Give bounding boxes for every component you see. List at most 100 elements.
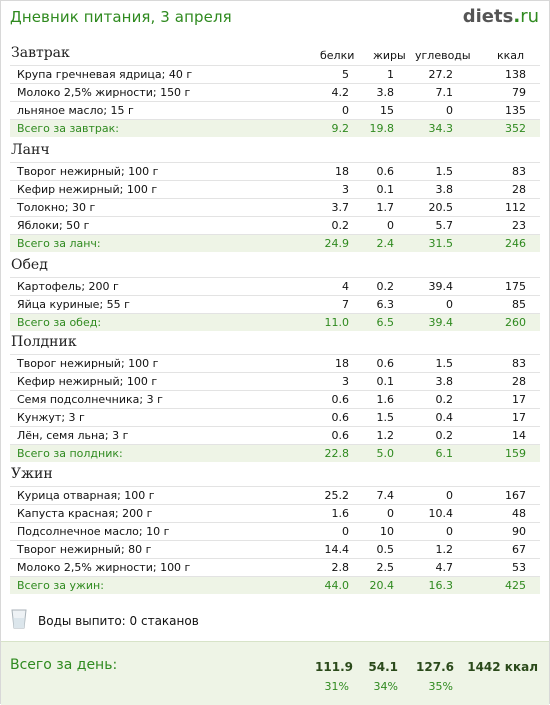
logo-tld: ru — [520, 6, 539, 27]
fat-value: 0 — [387, 219, 394, 232]
meal-total-row: Всего за завтрак: 9.2 19.8 34.3 352 — [10, 119, 540, 137]
kcal-value: 167 — [505, 489, 526, 502]
carbs-value: 3.8 — [435, 375, 454, 388]
day-total-kcal: 1442 ккал — [467, 660, 538, 674]
fat-value: 1 — [387, 68, 394, 81]
water-glass-icon[interactable] — [11, 609, 27, 629]
fat-value: 0.6 — [376, 165, 395, 178]
carbs-value: 0 — [446, 525, 453, 538]
carbs-value: 39.4 — [428, 316, 454, 329]
column-header-protein: белки — [320, 49, 355, 62]
protein-value: 9.2 — [331, 122, 350, 135]
fat-value: 6.5 — [376, 316, 395, 329]
day-fat-percent: 34% — [373, 680, 398, 693]
day-total-fat: 54.1 — [368, 660, 398, 674]
food-row[interactable]: Молоко 2,5% жирности; 100 г 2.8 2.5 4.7 53 — [10, 558, 540, 576]
meal-total-label: Всего за завтрак: — [17, 122, 120, 135]
food-row[interactable]: Курица отварная; 100 г 25.2 7.4 0 167 — [10, 486, 540, 504]
protein-value: 0 — [342, 104, 349, 117]
meal-title: Ланч — [11, 142, 50, 158]
kcal-value: 48 — [512, 507, 526, 520]
food-name: Яблоки; 50 г — [17, 219, 90, 232]
food-row[interactable]: Яйца куриные; 55 г 7 6.3 0 85 — [10, 295, 540, 313]
food-row[interactable]: Творог нежирный; 100 г 18 0.6 1.5 83 — [10, 354, 540, 372]
carbs-value: 10.4 — [428, 507, 454, 520]
kcal-value: 53 — [512, 561, 526, 574]
meal-total-label: Всего за ужин: — [17, 579, 104, 592]
kcal-value: 67 — [512, 543, 526, 556]
fat-value: 2.5 — [376, 561, 395, 574]
protein-value: 3 — [342, 183, 349, 196]
kcal-value: 79 — [512, 86, 526, 99]
food-name: Курица отварная; 100 г — [17, 489, 155, 502]
food-row[interactable]: Яблоки; 50 г 0.2 0 5.7 23 — [10, 216, 540, 234]
food-row[interactable]: льняное масло; 15 г 0 15 0 135 — [10, 101, 540, 119]
kcal-value: 83 — [512, 165, 526, 178]
food-name: льняное масло; 15 г — [17, 104, 134, 117]
food-row[interactable]: Молоко 2,5% жирности; 150 г 4.2 3.8 7.1 79 — [10, 83, 540, 101]
protein-value: 5 — [342, 68, 349, 81]
logo-main: diets — [462, 6, 514, 27]
meal-title: Завтрак — [11, 45, 70, 61]
food-row[interactable]: Семя подсолнечника; 3 г 0.6 1.6 0.2 17 — [10, 390, 540, 408]
fat-value: 19.8 — [369, 122, 395, 135]
protein-value: 7 — [342, 298, 349, 311]
fat-value: 0 — [387, 507, 394, 520]
meal-title: Ужин — [11, 466, 53, 482]
food-name: Молоко 2,5% жирности; 150 г — [17, 86, 191, 99]
food-row[interactable]: Картофель; 200 г 4 0.2 39.4 175 — [10, 277, 540, 295]
protein-value: 0 — [342, 525, 349, 538]
food-row[interactable]: Творог нежирный; 100 г 18 0.6 1.5 83 — [10, 162, 540, 180]
protein-value: 18 — [335, 357, 349, 370]
protein-value: 2.8 — [331, 561, 350, 574]
food-row[interactable]: Творог нежирный; 80 г 14.4 0.5 1.2 67 — [10, 540, 540, 558]
food-name: Лён, семя льна; 3 г — [17, 429, 129, 442]
food-row[interactable]: Подсолнечное масло; 10 г 0 10 0 90 — [10, 522, 540, 540]
column-header-kcal: ккал — [497, 49, 525, 62]
food-name: Картофель; 200 г — [17, 280, 119, 293]
carbs-value: 0 — [446, 104, 453, 117]
fat-value: 0.5 — [376, 543, 395, 556]
food-row[interactable]: Толокно; 30 г 3.7 1.7 20.5 112 — [10, 198, 540, 216]
food-row[interactable]: Кунжут; 3 г 0.6 1.5 0.4 17 — [10, 408, 540, 426]
kcal-value: 23 — [512, 219, 526, 232]
food-row[interactable]: Капуста красная; 200 г 1.6 0 10.4 48 — [10, 504, 540, 522]
protein-value: 3.7 — [331, 201, 350, 214]
fat-value: 0.1 — [376, 183, 395, 196]
carbs-value: 7.1 — [435, 86, 454, 99]
protein-value: 18 — [335, 165, 349, 178]
day-total-label: Всего за день: — [10, 657, 118, 673]
protein-value: 25.2 — [324, 489, 350, 502]
meal-title: Полдник — [11, 334, 77, 350]
fat-value: 20.4 — [369, 579, 395, 592]
fat-value: 1.5 — [376, 411, 395, 424]
food-name: Крупа гречневая ядрица; 40 г — [17, 68, 193, 81]
kcal-value: 425 — [505, 579, 526, 592]
food-name: Кунжут; 3 г — [17, 411, 85, 424]
fat-value: 5.0 — [376, 447, 395, 460]
carbs-value: 20.5 — [428, 201, 454, 214]
day-total-carbs: 127.6 — [416, 660, 454, 674]
fat-value: 1.7 — [376, 201, 395, 214]
food-row[interactable]: Лён, семя льна; 3 г 0.6 1.2 0.2 14 — [10, 426, 540, 444]
carbs-value: 39.4 — [428, 280, 454, 293]
logo-dot: . — [513, 6, 521, 27]
food-row[interactable]: Кефир нежирный; 100 г 3 0.1 3.8 28 — [10, 180, 540, 198]
kcal-value: 138 — [505, 68, 526, 81]
carbs-value: 31.5 — [428, 237, 454, 250]
diets-logo[interactable]: diets.ru — [463, 6, 539, 27]
fat-value: 1.6 — [376, 393, 395, 406]
water-label: Воды выпито: 0 стаканов — [38, 614, 199, 628]
carbs-value: 3.8 — [435, 183, 454, 196]
food-row[interactable]: Кефир нежирный; 100 г 3 0.1 3.8 28 — [10, 372, 540, 390]
food-row[interactable]: Крупа гречневая ядрица; 40 г 5 1 27.2 138 — [10, 65, 540, 83]
kcal-value: 352 — [505, 122, 526, 135]
kcal-value: 135 — [505, 104, 526, 117]
food-name: Кефир нежирный; 100 г — [17, 375, 158, 388]
fat-value: 7.4 — [376, 489, 395, 502]
carbs-value: 6.1 — [435, 447, 454, 460]
food-name: Семя подсолнечника; 3 г — [17, 393, 163, 406]
carbs-value: 0.2 — [435, 393, 454, 406]
day-protein-percent: 31% — [324, 680, 349, 693]
